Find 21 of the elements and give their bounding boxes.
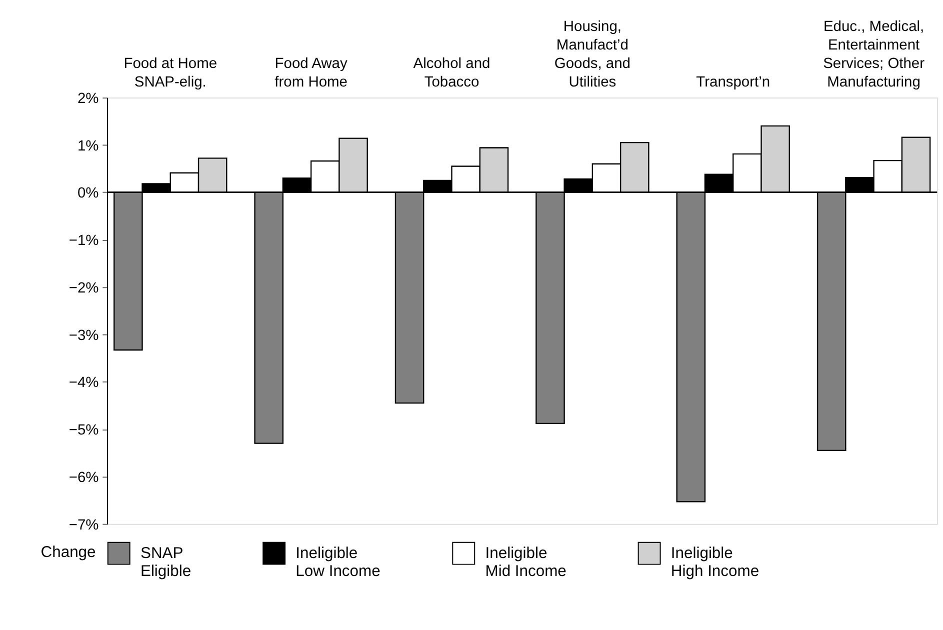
legend-label: Ineligible Low Income xyxy=(296,545,381,580)
x-tick-label: Alcohol and Tobacco xyxy=(413,56,490,91)
y-axis-title: Change xyxy=(40,544,96,561)
y-tick-label: 0% xyxy=(77,186,99,202)
legend-label: Ineligible Mid Income xyxy=(485,545,567,580)
legend-label: Ineligible High Income xyxy=(670,545,760,580)
legend-label: SNAP Eligible xyxy=(140,545,192,580)
x-tick-label: Food Away from Home xyxy=(274,56,348,91)
y-tick-label: −3% xyxy=(68,328,99,344)
x-tick-label: Transport’n xyxy=(696,74,770,91)
y-tick-label: 1% xyxy=(77,138,99,154)
y-tick-label: −6% xyxy=(68,470,99,486)
x-tick-label: Food at Home SNAP-elig. xyxy=(124,56,218,91)
y-tick-label: −2% xyxy=(68,280,99,296)
y-tick-label: −4% xyxy=(68,375,99,392)
y-tick-label: −7% xyxy=(68,517,99,534)
x-tick-label: Housing, Manufact’d Goods, and Utilities xyxy=(554,18,630,91)
y-tick-label: −5% xyxy=(68,422,99,439)
x-tick-label: Educ., Medical, Entertainment Services; Other Manufacturing xyxy=(823,18,925,91)
y-tick-label: 2% xyxy=(77,90,99,107)
y-tick-label: −1% xyxy=(68,233,99,250)
